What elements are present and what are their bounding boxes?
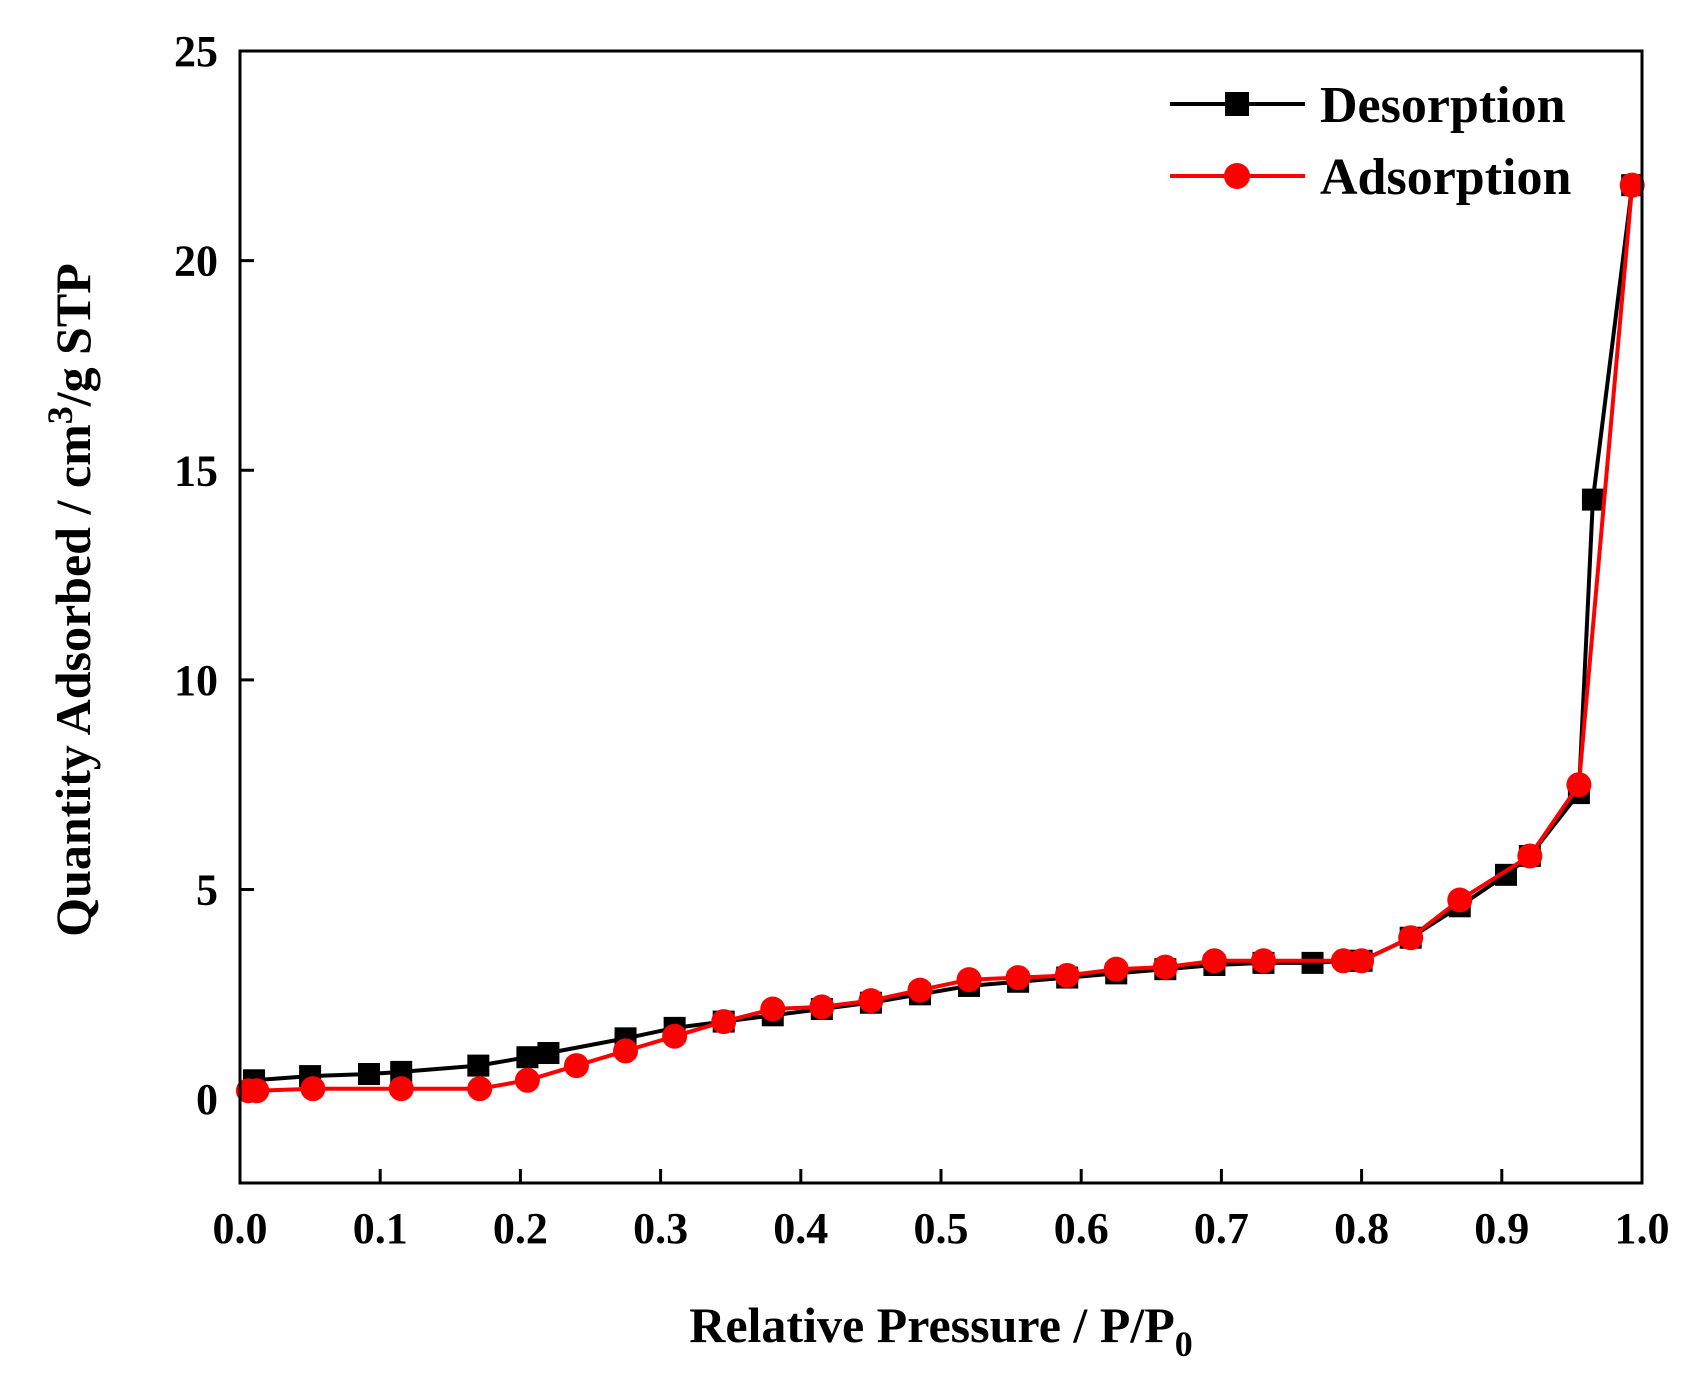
data-point-adsorption — [1201, 948, 1227, 974]
data-point-desorption — [1581, 488, 1604, 511]
data-point-desorption — [1301, 951, 1324, 974]
data-point-adsorption — [711, 1009, 737, 1035]
data-point-adsorption — [1152, 954, 1178, 980]
data-point-desorption — [467, 1054, 490, 1077]
legend-item-desorption: Desorption — [1170, 77, 1566, 134]
series-layer — [235, 172, 1645, 1104]
x-tick-label: 0.3 — [633, 1204, 688, 1253]
series-adsorption — [235, 172, 1645, 1104]
data-point-adsorption — [1103, 956, 1129, 982]
data-point-desorption — [537, 1042, 560, 1065]
data-point-adsorption — [1517, 843, 1543, 869]
x-tick-label: 0.9 — [1474, 1204, 1529, 1253]
data-point-adsorption — [388, 1076, 414, 1102]
data-point-adsorption — [662, 1023, 688, 1049]
series-desorption — [243, 174, 1644, 1092]
data-point-desorption — [516, 1046, 539, 1069]
legend-label-desorption: Desorption — [1320, 77, 1566, 134]
y-tick-label: 10 — [174, 656, 218, 705]
data-point-adsorption — [858, 988, 884, 1014]
y-axis-title-unit: /g STP — [45, 263, 101, 407]
data-point-adsorption — [1447, 887, 1473, 913]
data-point-adsorption — [244, 1078, 270, 1104]
legend: Desorption Adsorption — [1170, 77, 1571, 206]
data-point-adsorption — [1005, 965, 1031, 991]
data-point-adsorption — [1054, 962, 1080, 988]
data-point-adsorption — [1330, 948, 1356, 974]
x-tick-label: 0.7 — [1194, 1204, 1249, 1253]
x-tick-label: 0.8 — [1334, 1204, 1389, 1253]
data-point-adsorption — [1398, 925, 1424, 951]
x-tick-label: 1.0 — [1615, 1204, 1670, 1253]
legend-marker-square — [1225, 92, 1249, 116]
x-tick-label: 0.5 — [914, 1204, 969, 1253]
data-point-adsorption — [1349, 948, 1375, 974]
data-point-adsorption — [613, 1038, 639, 1064]
data-point-adsorption — [563, 1053, 589, 1079]
legend-marker-circle — [1224, 163, 1250, 189]
y-tick-label: 25 — [174, 27, 218, 76]
data-point-adsorption — [1619, 172, 1645, 198]
data-point-desorption — [390, 1060, 413, 1083]
data-point-adsorption — [956, 967, 982, 993]
data-point-adsorption — [760, 996, 786, 1022]
data-point-adsorption — [514, 1067, 540, 1093]
axis-ticks: 0.0 0.1 0.2 0.3 0.4 0.5 0.6 0.7 0.8 0.9 1.0 0 5 10 15 2… — [174, 27, 1670, 1253]
plot-frame — [238, 49, 1644, 1185]
y-tick-label: 20 — [174, 237, 218, 286]
legend-item-adsorption: Adsorption — [1170, 149, 1571, 206]
data-point-adsorption — [1566, 772, 1592, 798]
data-point-adsorption — [1250, 948, 1276, 974]
data-point-adsorption — [907, 977, 933, 1003]
data-point-adsorption — [300, 1076, 326, 1102]
x-tick-label: 0.6 — [1054, 1204, 1109, 1253]
series-line-desorption — [253, 184, 1635, 1083]
x-axis-title: Relative Pressure / P/P0 — [689, 1297, 1193, 1364]
x-tick-label: 0.4 — [773, 1204, 828, 1253]
x-tick-label: 0.2 — [493, 1204, 548, 1253]
data-point-adsorption — [809, 994, 835, 1020]
y-tick-label: 5 — [196, 866, 218, 915]
x-tick-label: 0.1 — [353, 1204, 408, 1253]
y-axis-title: Quantity Adsorbed / cm3/g STP — [40, 263, 101, 937]
x-tick-label: 0.0 — [213, 1204, 268, 1253]
y-tick-label: 15 — [174, 446, 218, 495]
data-point-adsorption — [467, 1076, 493, 1102]
x-axis-title-subscript: 0 — [1175, 1324, 1193, 1364]
y-axis-title-superscript: 3 — [40, 406, 80, 424]
series-line-adsorption — [248, 185, 1635, 1093]
legend-label-adsorption: Adsorption — [1320, 149, 1571, 206]
data-point-desorption — [357, 1062, 380, 1085]
y-tick-label: 0 — [196, 1075, 218, 1124]
